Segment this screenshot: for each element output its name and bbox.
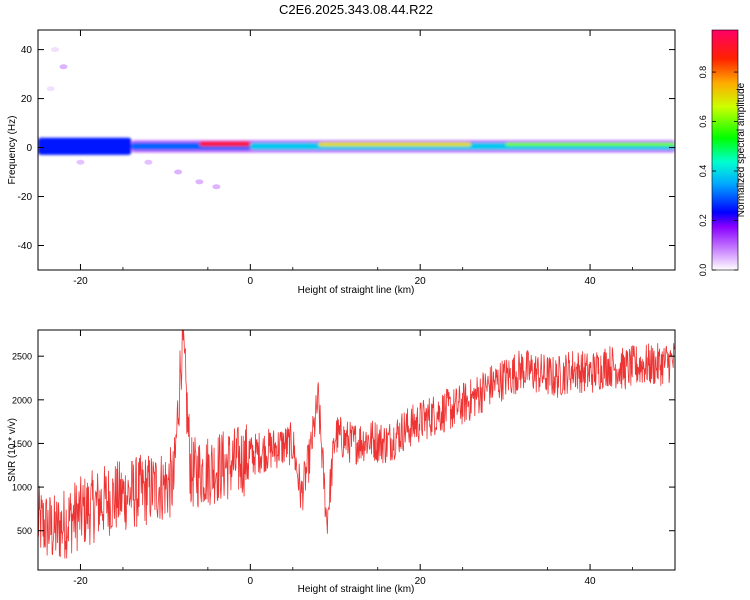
colorbar-tick-label: 0.8	[698, 66, 708, 79]
colorbar-tick-label: 0.6	[698, 115, 708, 128]
spectrogram-patch-3	[174, 169, 183, 175]
spectrogram-x-tick-label: 20	[415, 276, 427, 287]
snr-series-line	[38, 330, 675, 559]
colorbar-ticks: 0.0 0.2 0.4 0.6 0.8	[698, 66, 738, 276]
snr-y-tick-label: 1000	[12, 483, 32, 493]
snr-frame	[37, 329, 676, 571]
figure-title: C2E6.2025.343.08.44.R22	[279, 2, 433, 17]
snr-panel: -20 0 20 40 500 1000 1500 2000 2500 Height of s…	[7, 329, 676, 595]
spectrogram-y-ticks: -40 -20 0 20 40	[18, 45, 675, 252]
spectrogram-y-label: Frequency (Hz)	[7, 116, 18, 185]
spectrogram-x-ticks: -20 0 20 40	[37, 30, 633, 287]
spectrogram-heat-layer	[38, 47, 675, 190]
spectrogram-y-tick-label: 20	[21, 94, 33, 105]
snr-x-tick-label: -20	[73, 576, 88, 587]
colorbar-gradient	[712, 30, 738, 270]
spectrogram-y-tick-label: -20	[18, 192, 33, 203]
snr-y-tick-label: 1500	[12, 439, 32, 449]
spectrogram-patch-4	[195, 179, 204, 185]
colorbar-tick-label: 0.0	[698, 264, 708, 277]
spectrogram-band-segment-5	[318, 142, 472, 147]
spectrogram-band-segment-6	[505, 142, 675, 147]
snr-y-ticks: 500 1000 1500 2000 2500	[12, 352, 675, 536]
snr-x-label: Height of straight line (km)	[298, 584, 415, 595]
spectrogram-panel: -20 0 20 40 -40 -20 0 20 40 Height of straight …	[7, 29, 676, 296]
spectrogram-band-segment-4	[199, 141, 251, 147]
spectrogram-x-label: Height of straight line (km)	[298, 285, 415, 296]
spectrogram-patch-1	[59, 64, 68, 70]
spectrogram-x-tick-label: 0	[248, 276, 254, 287]
spectrogram-patch-6	[76, 159, 85, 165]
spectrogram-patch-5	[212, 184, 221, 190]
spectrogram-x-tick-label: -20	[73, 276, 88, 287]
snr-x-tick-label: 20	[415, 576, 427, 587]
colorbar: 0.0 0.2 0.4 0.6 0.8 Normalized spectral ampl…	[698, 29, 747, 276]
spectrogram-y-tick-label: 40	[21, 45, 33, 56]
spectrogram-y-tick-label: 0	[26, 143, 32, 154]
snr-y-tick-label: 2500	[12, 352, 32, 362]
spectrogram-band	[38, 137, 675, 155]
snr-y-tick-label: 2000	[12, 395, 32, 405]
snr-x-ticks: -20 0 20 40	[37, 330, 633, 587]
colorbar-tick-label: 0.2	[698, 214, 708, 227]
snr-y-tick-label: 500	[17, 526, 32, 536]
spectrogram-band-segment-0	[38, 137, 132, 155]
spectrogram-patch-0	[46, 86, 55, 92]
spectrogram-patch-7	[144, 159, 153, 165]
spectrogram-frame	[37, 29, 676, 271]
snr-x-tick-label: 40	[585, 576, 597, 587]
colorbar-frame	[711, 29, 739, 271]
spectrogram-y-tick-label: -40	[18, 241, 33, 252]
spectrogram-patch-2	[50, 47, 59, 53]
colorbar-tick-label: 0.4	[698, 165, 708, 178]
snr-y-label: SNR (10 * v/v)	[7, 418, 18, 482]
spectrogram-x-tick-label: 40	[585, 276, 597, 287]
snr-x-tick-label: 0	[248, 576, 254, 587]
colorbar-label: Normalized spectral amplitude	[736, 82, 747, 217]
